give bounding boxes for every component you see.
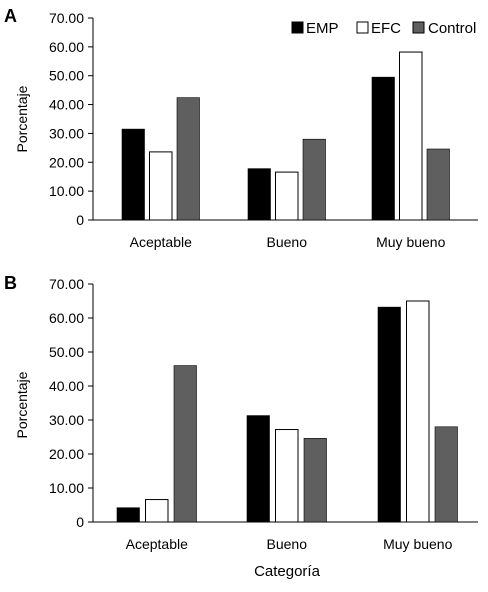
panel-b-bar-emp-aceptable bbox=[116, 507, 140, 523]
panel-b-bar-efc-aceptable bbox=[145, 499, 169, 523]
panel-b-y-tick-label: 10.00 bbox=[49, 480, 84, 496]
panel-a-bar-emp-muy-bueno bbox=[371, 76, 395, 221]
panel-a-bar-control-bueno bbox=[302, 138, 326, 221]
panel-b-y-tick-label: 60.00 bbox=[49, 310, 84, 326]
legend-swatch-efc bbox=[356, 21, 369, 34]
panel-b-bar-control-muy-bueno bbox=[434, 426, 458, 523]
panel-a-category-label: Bueno bbox=[267, 234, 308, 250]
panel-b-category-label: Muy bueno bbox=[383, 536, 452, 552]
panel-a-bar-efc-muy-bueno bbox=[399, 51, 423, 221]
panel-a-bar-control-muy-bueno bbox=[426, 148, 450, 221]
panel-a-y-tick-label: 70.00 bbox=[49, 10, 84, 26]
panel-b-y-tick-label: 0 bbox=[76, 514, 84, 530]
panel-a-bar-emp-bueno bbox=[247, 168, 271, 221]
panel-b-label: B bbox=[4, 273, 17, 293]
panel-b-y-tick-label: 30.00 bbox=[49, 412, 84, 428]
panel-a-category-label: Aceptable bbox=[130, 234, 192, 250]
panel-a-y-tick-label: 30.00 bbox=[49, 125, 84, 141]
panel-b-bar-emp-bueno bbox=[246, 415, 270, 523]
panel-b-y-axis-title: Porcentaje bbox=[14, 371, 30, 438]
panel-b-y-tick-label: 20.00 bbox=[49, 446, 84, 462]
panel-b-y-tick-label: 70.00 bbox=[49, 276, 84, 292]
panel-b-y-tick-label: 50.00 bbox=[49, 344, 84, 360]
legend-swatch-emp bbox=[291, 21, 304, 34]
panel-b-y-tick-label: 40.00 bbox=[49, 378, 84, 394]
panel-a-y-tick-label: 50.00 bbox=[49, 68, 84, 84]
panel-b-category-label: Bueno bbox=[267, 536, 308, 552]
panel-a-y-tick-label: 20.00 bbox=[49, 154, 84, 170]
panel-b-bar-efc-muy-bueno bbox=[406, 300, 430, 523]
panel-a-y-tick-label: 0 bbox=[76, 212, 84, 228]
panel-b-bar-emp-muy-bueno bbox=[377, 306, 401, 523]
panel-a-category-label: Muy bueno bbox=[376, 234, 445, 250]
panel-a-y-tick-label: 10.00 bbox=[49, 183, 84, 199]
panel-a-label: A bbox=[4, 6, 17, 26]
x-axis-title: Categoría bbox=[254, 563, 321, 580]
panel-b-bar-control-bueno bbox=[303, 438, 327, 523]
panel-a-y-tick-label: 60.00 bbox=[49, 39, 84, 55]
legend-label-control: Control bbox=[428, 20, 476, 37]
panel-a-bar-efc-bueno bbox=[275, 171, 299, 221]
panel-a-y-axis-title: Porcentaje bbox=[14, 85, 30, 152]
panel-a-bar-efc-aceptable bbox=[149, 151, 173, 221]
legend-swatch-control bbox=[412, 21, 425, 34]
panel-a-bar-emp-aceptable bbox=[121, 128, 145, 221]
panel-b-category-label: Aceptable bbox=[126, 536, 188, 552]
legend-label-efc: EFC bbox=[371, 20, 401, 37]
legend-label-emp: EMP bbox=[306, 20, 339, 37]
panel-a-y-tick-label: 40.00 bbox=[49, 97, 84, 113]
panel-a-bar-control-aceptable bbox=[176, 97, 200, 221]
panel-b-bar-control-aceptable bbox=[173, 365, 197, 523]
panel-b-bar-efc-bueno bbox=[275, 429, 299, 523]
